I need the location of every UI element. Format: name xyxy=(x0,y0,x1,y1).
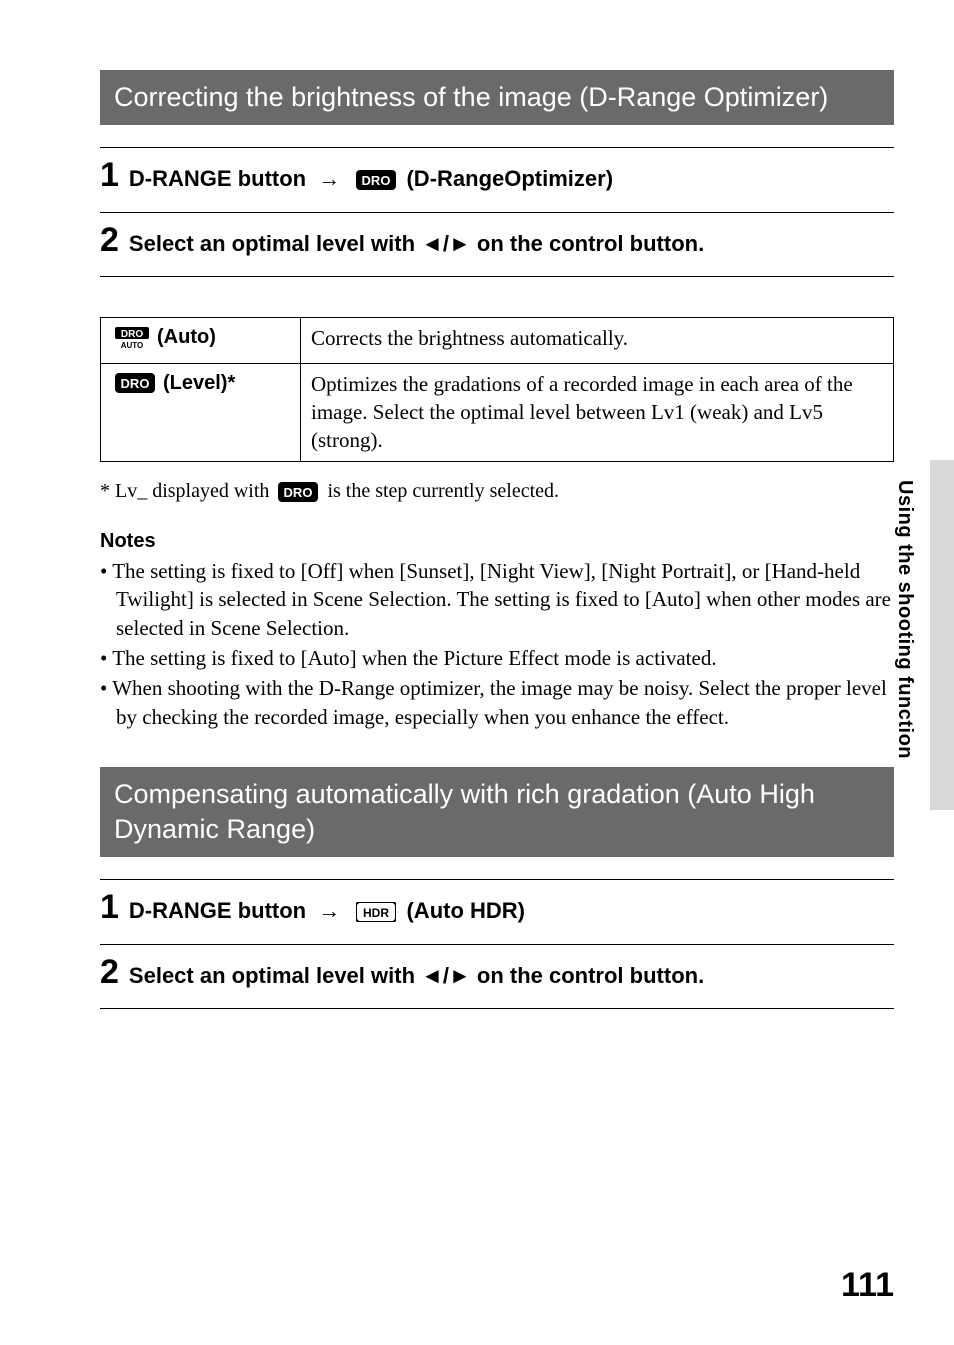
svg-text:HDR: HDR xyxy=(363,906,389,920)
step2-text: Select an optimal level with ◄/► on the … xyxy=(129,231,704,256)
table-row: DRO AUTO (Auto) Corrects the brightness … xyxy=(101,318,894,364)
dro-icon: DRO xyxy=(356,170,396,190)
setting-desc-level: Optimizes the gradations of a recorded i… xyxy=(301,363,894,461)
svg-text:DRO: DRO xyxy=(121,329,143,340)
footnote-suffix: is the step currently selected. xyxy=(327,480,559,502)
hdr-icon: HDR xyxy=(356,902,396,922)
label-auto-text: (Auto) xyxy=(157,324,216,351)
svg-text:DRO: DRO xyxy=(284,485,313,500)
svg-text:AUTO: AUTO xyxy=(121,341,144,349)
list-item: The setting is fixed to [Auto] when the … xyxy=(100,644,894,672)
footnote: * Lv_ displayed with DRO is the step cur… xyxy=(100,478,894,504)
step-number: 1 xyxy=(100,158,119,192)
step-1-text: D-RANGE button → DRO (D-RangeOptimizer) xyxy=(129,165,613,194)
setting-desc-auto: Corrects the brightness automatically. xyxy=(301,318,894,364)
list-item: The setting is fixed to [Off] when [Suns… xyxy=(100,557,894,642)
step1-suffix: (D-RangeOptimizer) xyxy=(406,166,613,191)
step-2-hdr: 2 Select an optimal level with ◄/► on th… xyxy=(100,944,894,1010)
section-header-hdr: Compensating automatically with rich gra… xyxy=(100,767,894,857)
setting-label-level: DRO (Level)* xyxy=(101,363,301,461)
footnote-prefix: * Lv_ displayed with xyxy=(100,480,274,502)
table-row: DRO (Level)* Optimizes the gradations of… xyxy=(101,363,894,461)
step-number: 2 xyxy=(100,955,119,989)
step-1-hdr: 1 D-RANGE button → HDR (Auto HDR) xyxy=(100,879,894,944)
arrow-right-icon: → xyxy=(318,898,340,923)
side-tab-label: Using the shooting function xyxy=(893,480,916,759)
hdr-step1-prefix: D-RANGE button xyxy=(129,898,306,923)
hdr-step2-text: Select an optimal level with ◄/► on the … xyxy=(129,963,704,988)
setting-label-auto: DRO AUTO (Auto) xyxy=(101,318,301,364)
notes-heading: Notes xyxy=(100,530,894,553)
dro-icon: DRO xyxy=(115,373,155,393)
step-1-hdr-text: D-RANGE button → HDR (Auto HDR) xyxy=(129,897,525,926)
dro-auto-icon: DRO AUTO xyxy=(115,327,149,349)
step-2-dro: 2 Select an optimal level with ◄/► on th… xyxy=(100,212,894,278)
list-item: When shooting with the D-Range optimizer… xyxy=(100,674,894,731)
step-2-hdr-text: Select an optimal level with ◄/► on the … xyxy=(129,962,704,991)
hdr-step1-suffix: (Auto HDR) xyxy=(406,898,525,923)
page-number: 111 xyxy=(841,1266,894,1305)
side-tab-background xyxy=(930,460,954,810)
svg-text:DRO: DRO xyxy=(121,376,150,391)
dro-icon: DRO xyxy=(278,482,318,502)
step-1-dro: 1 D-RANGE button → DRO (D-RangeOptimizer… xyxy=(100,147,894,212)
step-2-text: Select an optimal level with ◄/► on the … xyxy=(129,230,704,259)
label-level-text: (Level)* xyxy=(163,370,235,397)
step1-prefix: D-RANGE button xyxy=(129,166,306,191)
step-number: 1 xyxy=(100,890,119,924)
svg-text:DRO: DRO xyxy=(362,173,391,188)
settings-table: DRO AUTO (Auto) Corrects the brightness … xyxy=(100,317,894,462)
arrow-right-icon: → xyxy=(318,166,340,191)
step-number: 2 xyxy=(100,223,119,257)
notes-list: The setting is fixed to [Off] when [Suns… xyxy=(100,557,894,731)
section-header-dro: Correcting the brightness of the image (… xyxy=(100,70,894,125)
